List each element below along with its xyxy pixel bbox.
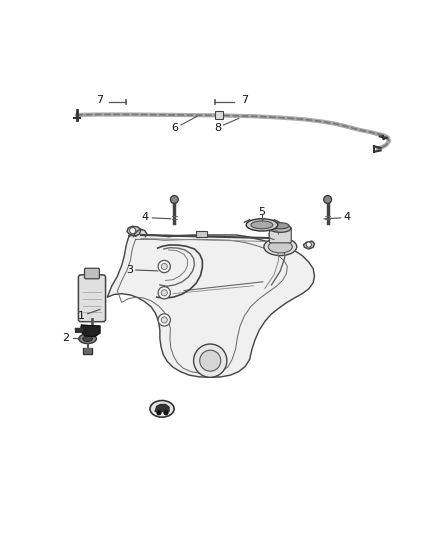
Text: 1: 1: [78, 311, 85, 320]
Circle shape: [200, 350, 221, 371]
Text: 4: 4: [141, 213, 148, 222]
Circle shape: [158, 287, 170, 299]
FancyBboxPatch shape: [215, 111, 223, 119]
Text: 7: 7: [241, 95, 248, 104]
Text: 5: 5: [258, 207, 265, 217]
Polygon shape: [81, 325, 100, 336]
FancyBboxPatch shape: [85, 268, 99, 279]
Circle shape: [158, 260, 170, 273]
Ellipse shape: [270, 224, 291, 232]
Text: 4: 4: [344, 213, 351, 222]
Ellipse shape: [272, 223, 289, 229]
Circle shape: [158, 314, 170, 326]
Polygon shape: [107, 235, 314, 377]
FancyBboxPatch shape: [269, 227, 291, 243]
Circle shape: [164, 410, 168, 415]
Ellipse shape: [251, 221, 273, 229]
Text: 2: 2: [62, 333, 69, 343]
Circle shape: [130, 228, 136, 233]
Circle shape: [306, 242, 311, 247]
Text: 6: 6: [172, 123, 179, 133]
Polygon shape: [83, 349, 92, 354]
Circle shape: [161, 290, 167, 296]
FancyBboxPatch shape: [196, 231, 207, 237]
Ellipse shape: [268, 241, 293, 253]
Text: 3: 3: [126, 265, 133, 275]
FancyBboxPatch shape: [78, 275, 106, 322]
Text: 7: 7: [96, 95, 103, 104]
Polygon shape: [155, 405, 169, 411]
Ellipse shape: [79, 334, 96, 344]
Circle shape: [324, 196, 332, 204]
Circle shape: [161, 317, 167, 323]
Ellipse shape: [264, 238, 297, 255]
Text: 8: 8: [214, 123, 221, 133]
Circle shape: [161, 263, 167, 270]
Circle shape: [157, 410, 161, 415]
Ellipse shape: [150, 400, 174, 417]
Polygon shape: [127, 226, 141, 236]
Circle shape: [170, 196, 178, 204]
Circle shape: [194, 344, 227, 377]
Polygon shape: [134, 229, 147, 237]
Polygon shape: [304, 241, 314, 249]
Ellipse shape: [246, 219, 278, 231]
Ellipse shape: [83, 336, 92, 342]
